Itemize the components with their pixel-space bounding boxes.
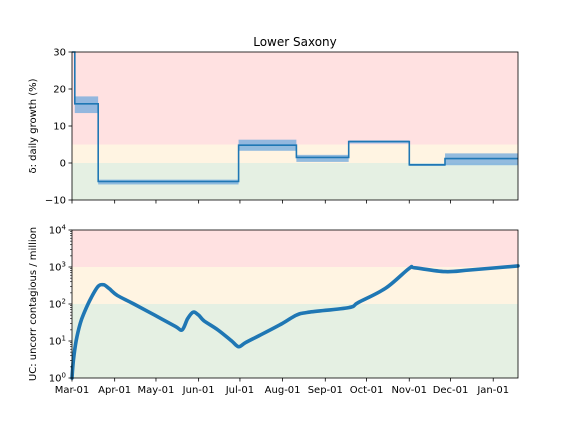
contagious-xtick-label-0: Mar-01 xyxy=(55,385,90,396)
contagious-ytick-label-4: 104 xyxy=(49,224,67,237)
contagious-xtick-label-3: Jun-01 xyxy=(182,385,215,396)
growth-background-bands xyxy=(72,52,518,200)
contagious-xtick-label-5: Aug-01 xyxy=(265,385,301,396)
growth-ytick-label-0: −10 xyxy=(45,196,66,207)
contagious-xtick-label-2: May-01 xyxy=(138,385,175,396)
growth-ytick-label-3: 20 xyxy=(53,85,66,96)
growth-band-0 xyxy=(72,52,518,145)
contagious-xtick-label-6: Sep-01 xyxy=(308,385,343,396)
contagious-xtick-label-7: Oct-01 xyxy=(350,385,384,396)
contagious-plot-area xyxy=(70,264,520,380)
contagious-ytick-label-1: 101 xyxy=(49,335,66,348)
growth-ytick-label-2: 10 xyxy=(53,122,66,133)
contagious-xtick-label-8: Nov-01 xyxy=(391,385,427,396)
growth-axis-ticks: −10 0 10 20 30 xyxy=(45,48,494,207)
contagious-background-bands xyxy=(72,230,518,378)
contagious-ytick-label-3: 103 xyxy=(49,261,66,274)
growth-interval-1 xyxy=(74,96,99,114)
contagious-axis-ticks: 100 101 102 103 104 Mar-01 Apr-01 May-01 Jun-01 J… xyxy=(49,224,509,397)
growth-panel: −10 0 10 20 30 Lower Saxony δ: daily growth … xyxy=(28,35,519,207)
contagious-xtick-label-10: Jan-01 xyxy=(476,385,509,396)
contagious-band-0 xyxy=(72,230,518,267)
contagious-ytick-label-0: 100 xyxy=(49,372,66,385)
growth-band-1 xyxy=(72,144,518,163)
chart-title: Lower Saxony xyxy=(253,35,337,49)
contagious-line xyxy=(70,264,520,380)
contagious-xtick-label-1: Apr-01 xyxy=(98,385,131,396)
growth-plot-area xyxy=(72,51,518,185)
growth-step-line xyxy=(72,51,518,183)
growth-interval-4 xyxy=(296,154,349,162)
contagious-panel: 100 101 102 103 104 Mar-01 Apr-01 May-01 Jun-01 J… xyxy=(28,224,520,397)
growth-ytick-label-1: 0 xyxy=(60,159,66,170)
contagious-xtick-label-9: Dec-01 xyxy=(433,385,469,396)
growth-ytick-label-4: 30 xyxy=(53,48,66,59)
contagious-xtick-label-4: Jul-01 xyxy=(225,385,254,396)
contagious-ylabel: UC: uncorr contagious / million xyxy=(28,227,39,381)
growth-ylabel: δ: daily growth (%) xyxy=(28,78,39,173)
contagious-ytick-label-2: 102 xyxy=(49,298,66,311)
